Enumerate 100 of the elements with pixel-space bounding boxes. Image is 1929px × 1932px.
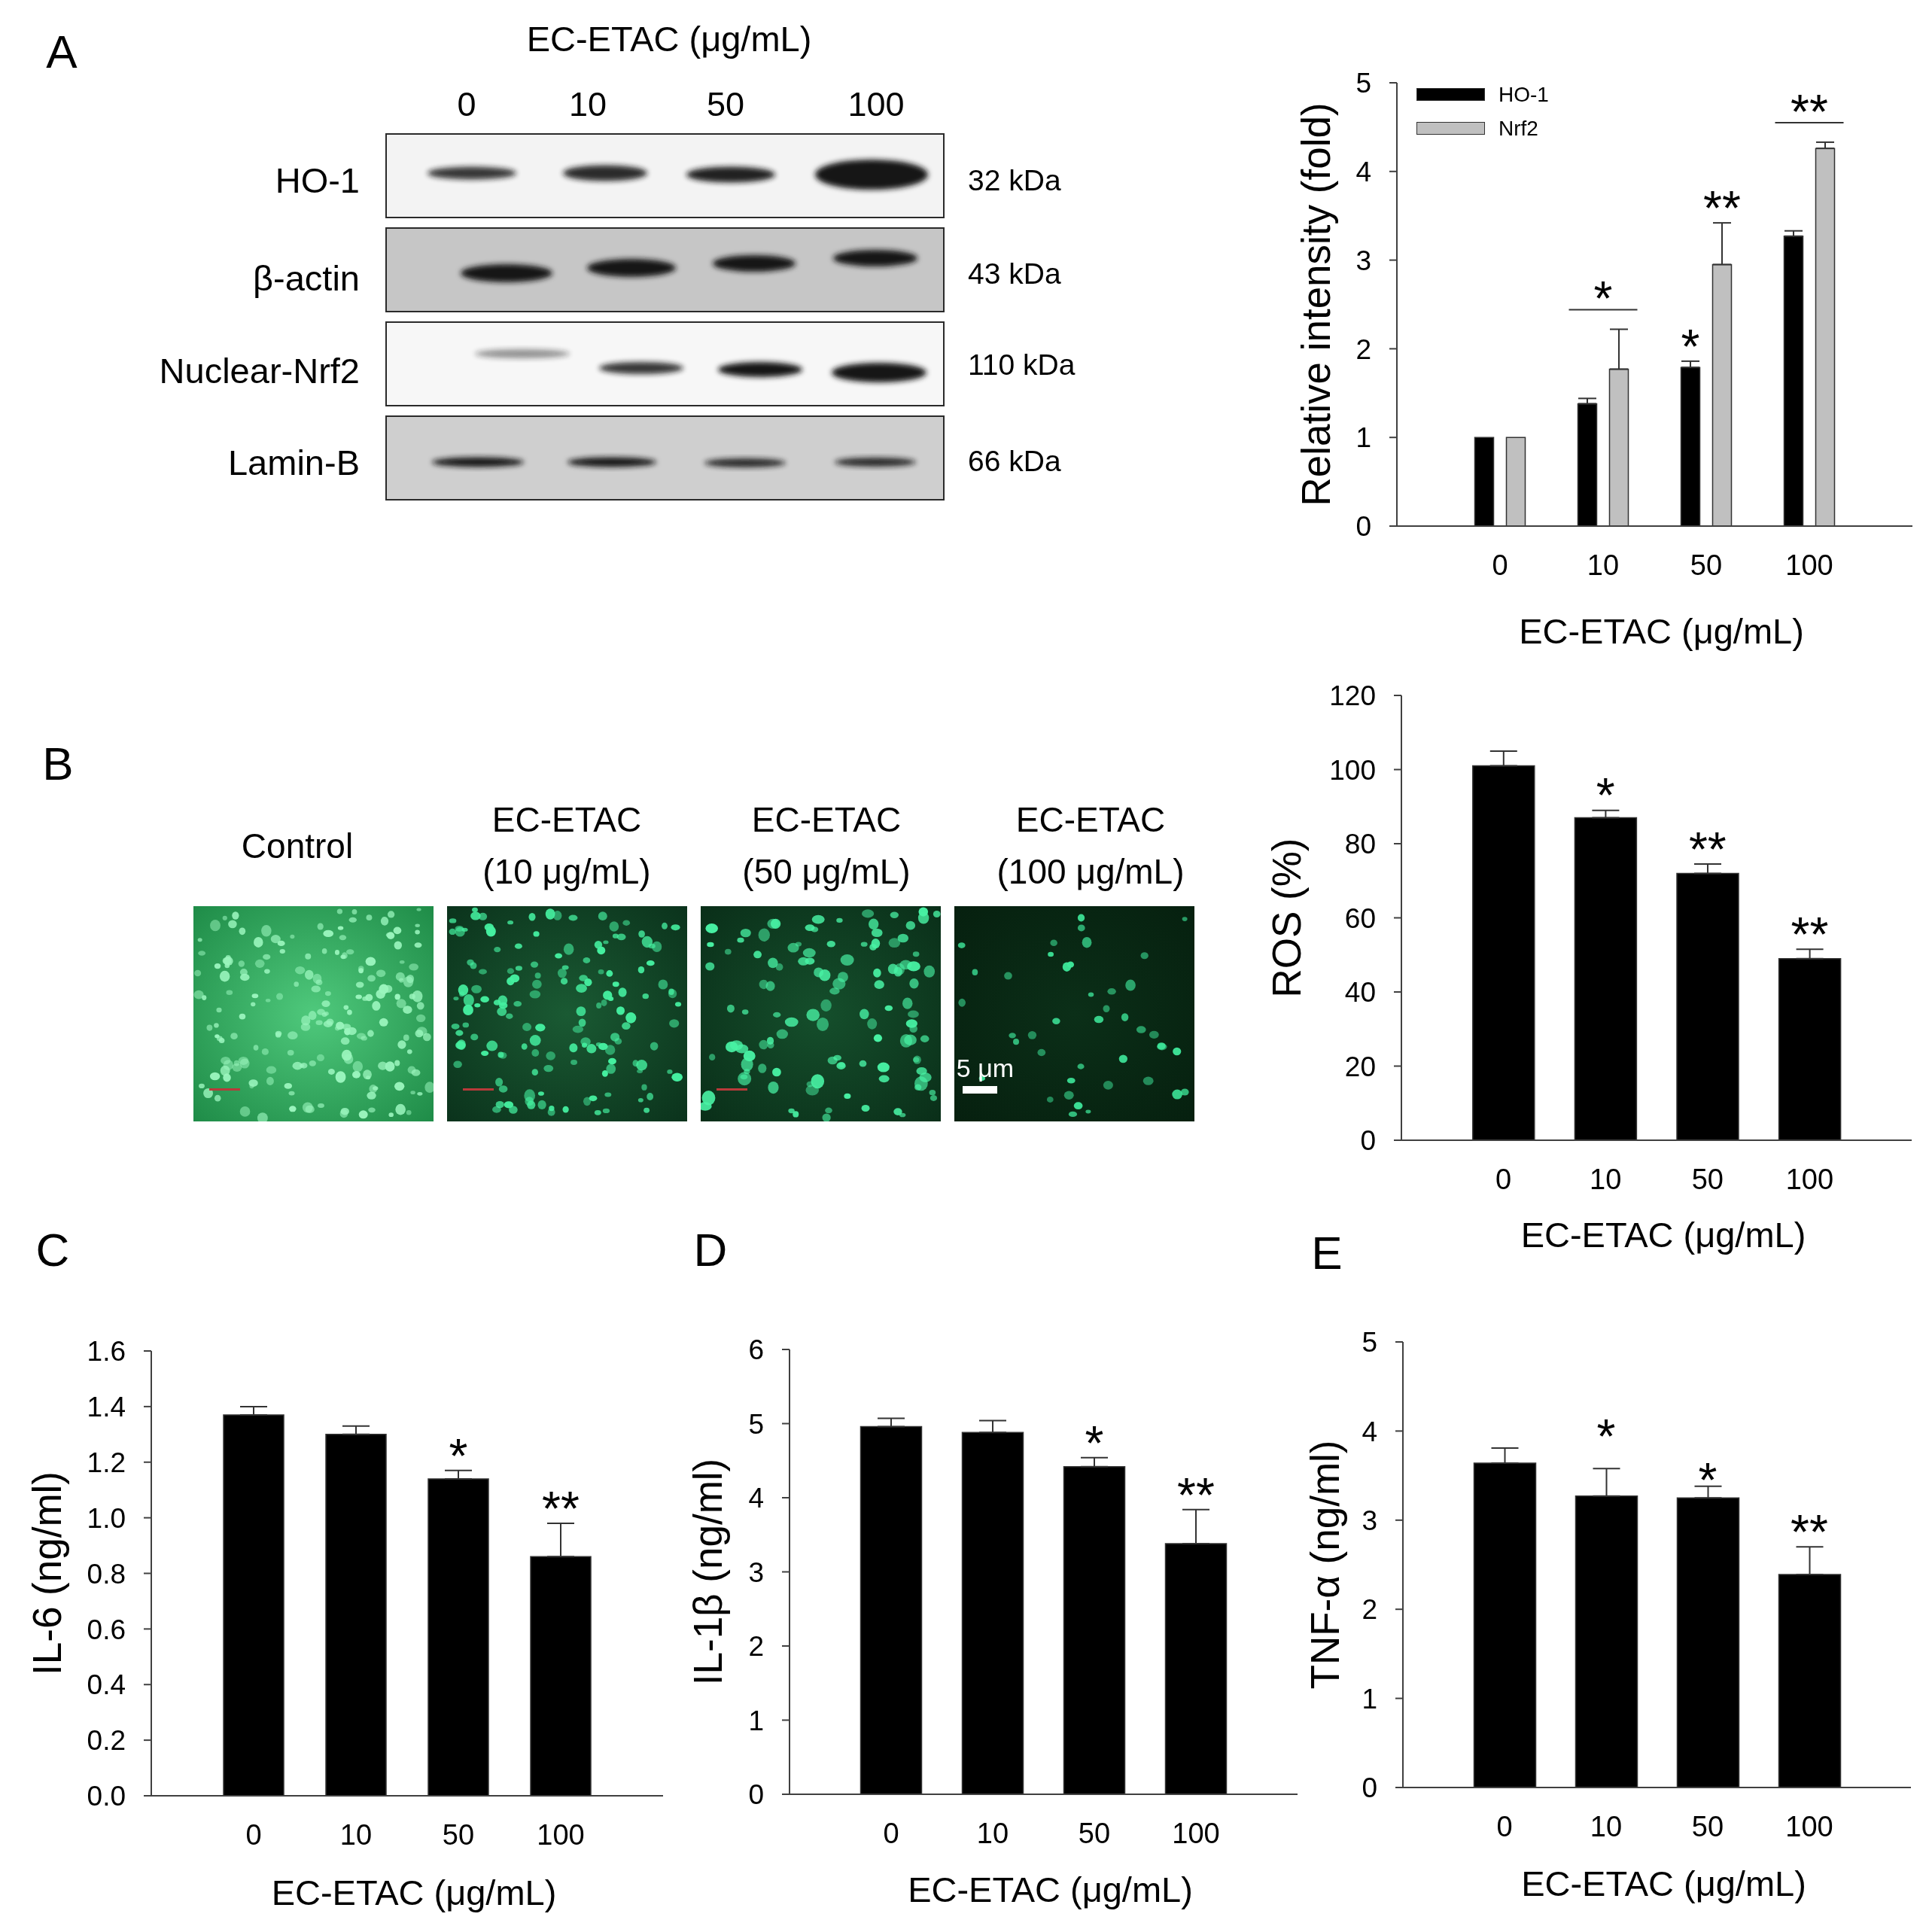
y-tick-label: 0.6 [87,1614,126,1645]
text: C [35,1223,70,1277]
annotation: * [1698,1453,1718,1508]
x-axis-title: EC-ETAC (μg/mL) [1520,1214,1806,1255]
y-tick-label: 20 [1344,1051,1376,1082]
text: B [42,737,74,791]
category-label: 43 kDa [968,257,1061,290]
x-tick-label: 0 [245,1818,262,1851]
y-tick-label: 3 [1355,245,1371,276]
y-tick-label: 0 [748,1779,764,1811]
x-tick-label: 0 [883,1817,899,1849]
y-tick-label: 100 [1329,754,1376,786]
y-tick-label: 0.0 [87,1781,126,1812]
annotation: ** [1177,1468,1215,1523]
x-tick-label: 50 [1690,549,1723,581]
annotation: * [1593,272,1613,327]
y-tick-label: 60 [1344,902,1376,934]
x-tick-label: 10 [339,1818,373,1851]
text: E [1311,1226,1343,1280]
y-tick-label: 2 [1355,333,1371,365]
y-tick-label: 1.0 [87,1502,126,1534]
y-tick-label: 5 [1355,68,1371,99]
y-tick-label: 0 [1362,1772,1377,1804]
text: A [46,25,78,79]
y-tick-label: 80 [1344,829,1376,860]
y-tick-label: 5 [748,1408,764,1440]
annotation: ** [1791,84,1828,139]
x-tick-label: 10 [1587,549,1620,581]
y-tick-label: 0.8 [87,1558,126,1590]
category-label: EC-ETAC (10 μg/mL) [482,799,652,893]
x-tick-label: 0 [1495,1163,1512,1195]
annotation: ** [1791,908,1829,963]
annotation: ** [542,1481,580,1536]
annotation: ** [1703,181,1741,236]
y-tick-label: 0 [1360,1125,1376,1157]
y-tick-label: 1.4 [87,1392,126,1423]
category-label: EC-ETAC (100 μg/mL) [996,799,1185,893]
x-tick-label: 50 [1691,1810,1724,1842]
y-tick-label: 1 [1355,422,1371,454]
y-axis-title: Relative intensity (fold) [1293,102,1338,507]
y-tick-label: 1.6 [87,1336,126,1368]
x-tick-label: 0 [1492,549,1508,581]
category-label: β-actin [253,257,360,298]
x-tick-label: 0 [1496,1810,1513,1842]
category-label: Nuclear-Nrf2 [159,350,360,391]
y-tick-label: 0.4 [87,1669,126,1701]
category-label: 110 kDa [968,348,1076,381]
category-label: 66 kDa [968,444,1061,477]
y-axis-title: IL-1β (ng/ml) [685,1458,730,1686]
text: 5 μm [956,1054,1015,1084]
category-label: 32 kDa [968,163,1061,196]
text: EC-ETAC (μg/mL) [526,18,812,60]
y-tick-label: 1 [748,1705,764,1736]
category-label: Lamin-B [227,442,360,482]
y-tick-label: 0 [1355,511,1371,543]
annotation: * [1596,1409,1616,1464]
text: D [693,1223,728,1277]
category-label: 50 [706,85,745,124]
x-tick-label: 100 [1785,549,1833,581]
y-tick-label: 4 [1355,156,1371,187]
x-tick-label: 50 [1691,1163,1724,1195]
annotation: ** [1791,1505,1828,1560]
y-tick-label: 4 [1362,1416,1377,1447]
annotation: * [449,1428,468,1483]
y-tick-label: 3 [1362,1505,1377,1536]
y-tick-label: 40 [1344,977,1376,1009]
y-tick-label: 6 [748,1334,764,1366]
y-tick-label: 1 [1362,1683,1377,1714]
x-tick-label: 100 [1785,1163,1834,1195]
category-label: 0 [457,85,476,124]
y-tick-label: 4 [748,1483,764,1514]
x-tick-label: 10 [976,1817,1009,1849]
category-label: EC-ETAC (50 μg/mL) [741,799,911,893]
y-axis-title: TNF-α (ng/ml) [1302,1440,1347,1690]
annotation: * [1681,319,1700,374]
legend-label: HO-1 [1498,82,1549,107]
annotation: * [1596,768,1615,823]
category-label: Control [240,825,354,867]
annotation: * [1085,1416,1104,1471]
y-tick-label: 0.2 [87,1725,126,1757]
y-tick-label: 2 [748,1631,764,1663]
x-axis-title: EC-ETAC (μg/mL) [1519,610,1804,651]
x-tick-label: 50 [442,1818,475,1851]
y-tick-label: 5 [1362,1327,1377,1358]
annotation: ** [1688,822,1727,877]
x-tick-label: 100 [537,1818,585,1851]
x-axis-title: EC-ETAC (μg/mL) [1521,1863,1806,1903]
category-label: 10 [568,85,607,124]
x-axis-title: EC-ETAC (μg/mL) [271,1872,557,1912]
y-tick-label: 1.2 [87,1447,126,1478]
x-tick-label: 100 [1785,1810,1833,1842]
x-tick-label: 50 [1078,1817,1111,1849]
x-axis-title: EC-ETAC (μg/mL) [908,1869,1193,1909]
category-label: HO-1 [275,160,360,200]
y-tick-label: 3 [748,1556,764,1588]
y-tick-label: 120 [1329,680,1376,712]
x-tick-label: 100 [1172,1817,1220,1849]
legend-label: Nrf2 [1498,116,1538,141]
category-label: 100 [847,85,905,124]
y-axis-title: ROS (%) [1264,838,1309,998]
